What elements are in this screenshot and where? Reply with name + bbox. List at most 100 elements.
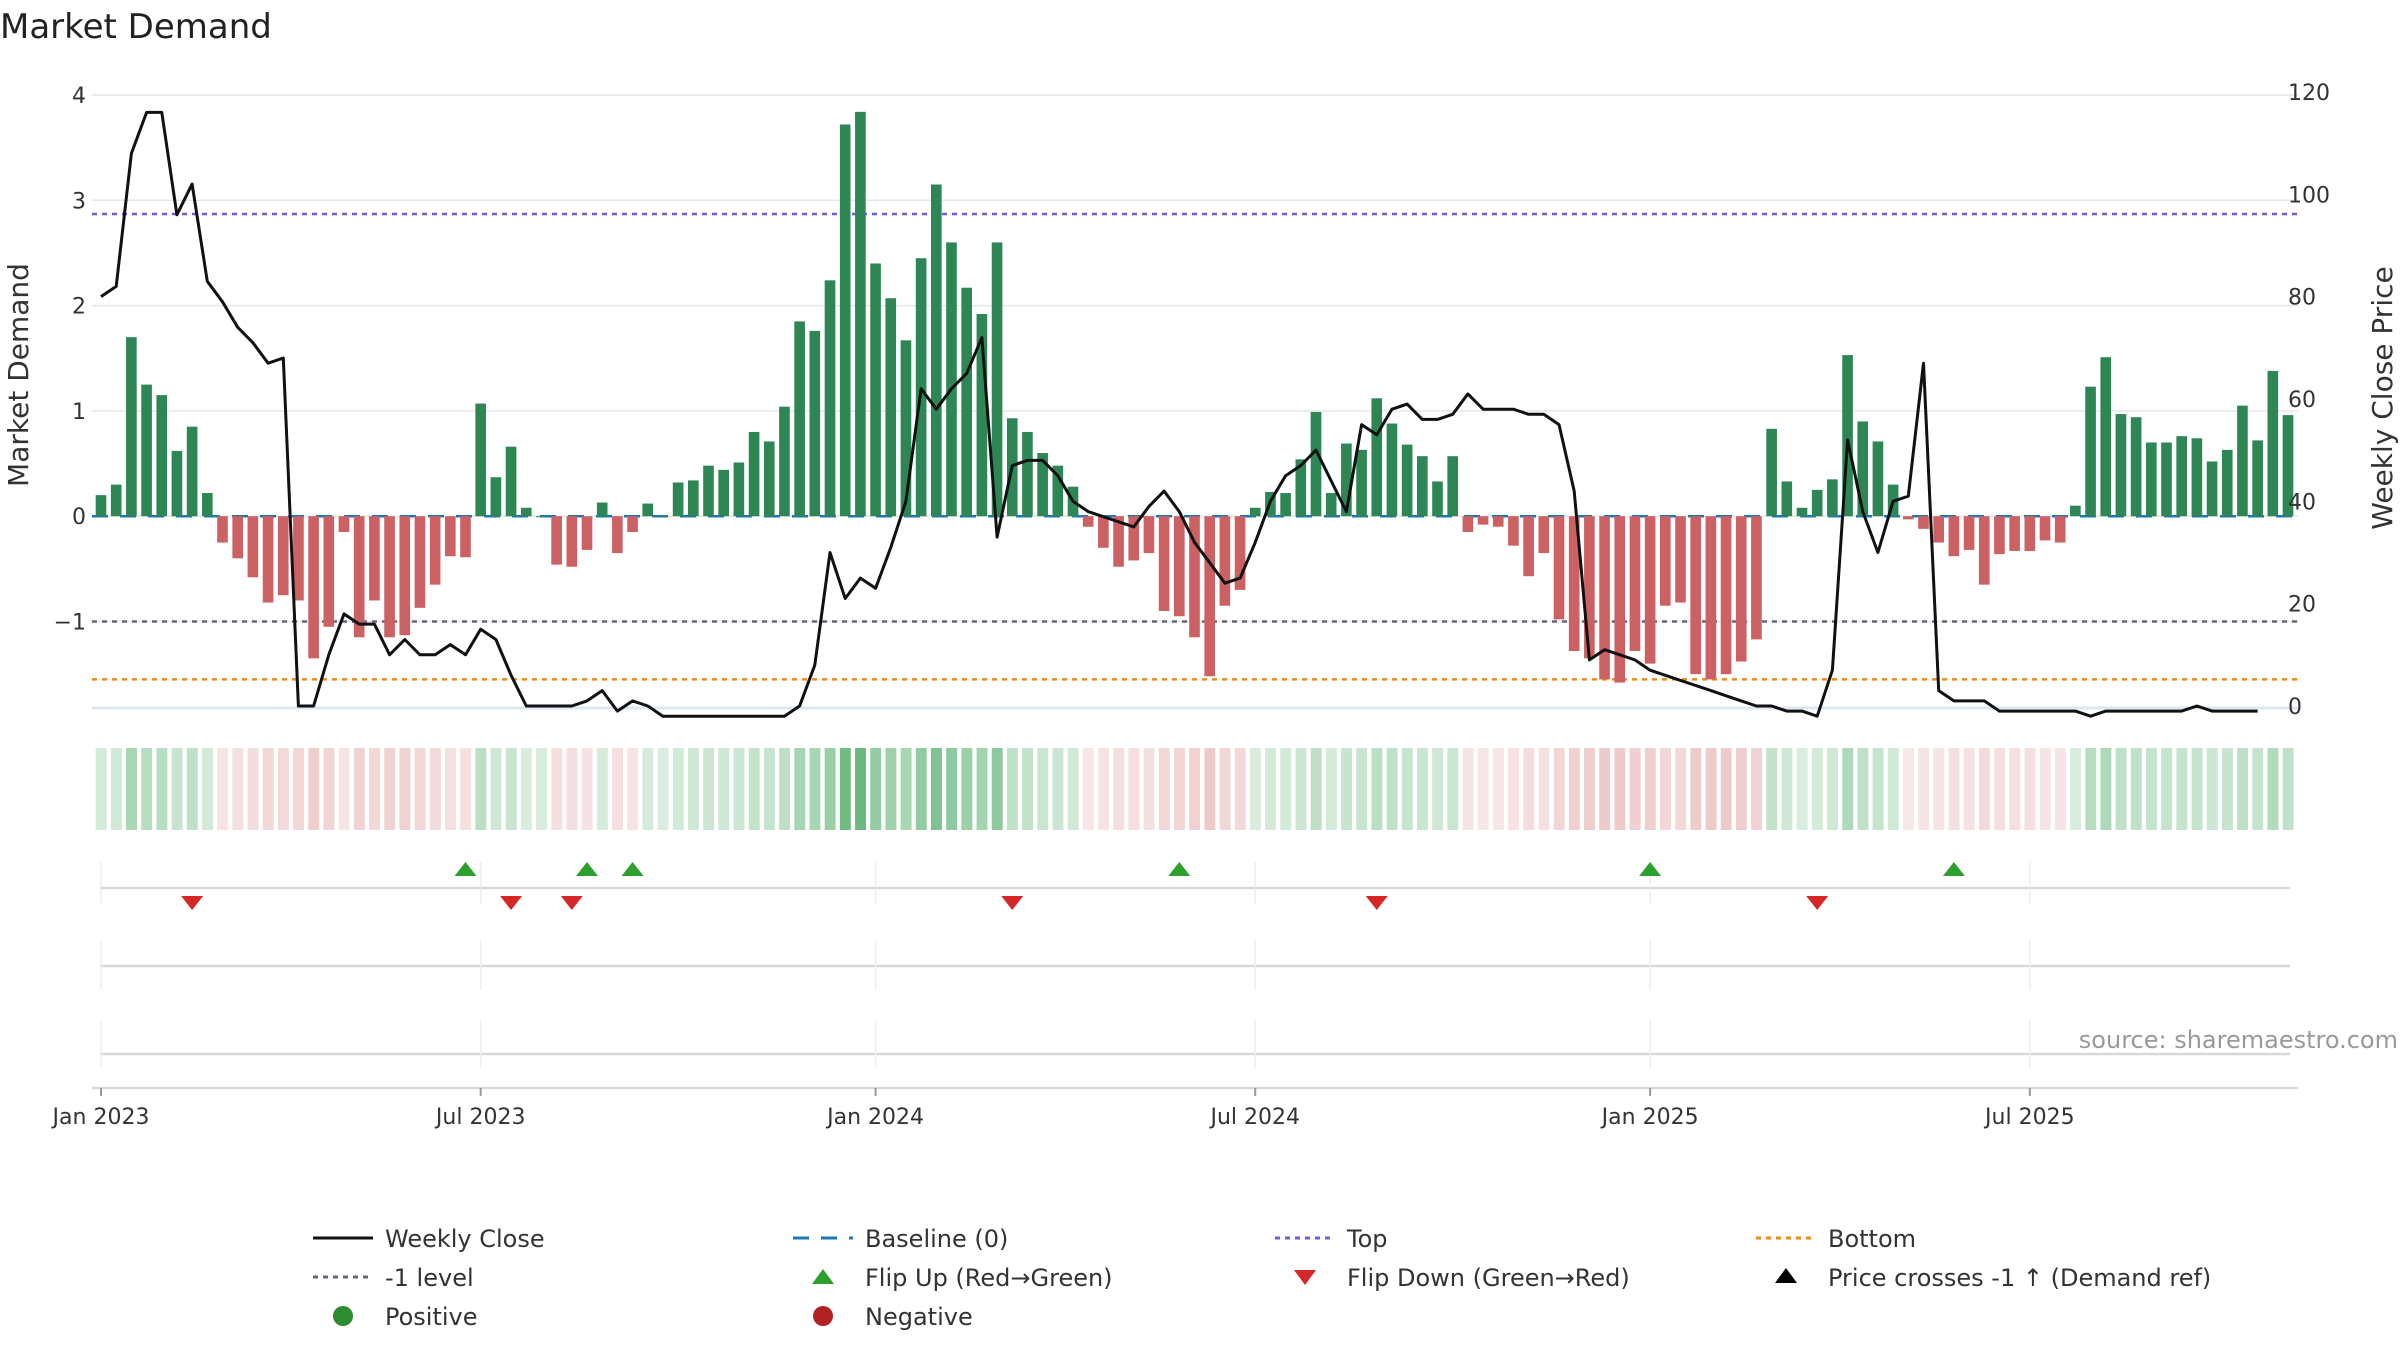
demand-bar xyxy=(1037,453,1048,517)
band-cell xyxy=(1811,748,1823,830)
flip-up-marker xyxy=(454,862,477,876)
band-cell xyxy=(2100,748,2112,830)
legend: Weekly Close Baseline (0) Top Bottom -1 leve… xyxy=(313,1225,2211,1331)
band-cell xyxy=(1933,748,1945,830)
band-cell xyxy=(1523,748,1535,830)
demand-bar xyxy=(1538,516,1550,554)
demand-bar xyxy=(2206,461,2218,517)
demand-bar xyxy=(1082,516,1094,527)
band-cell xyxy=(384,748,396,830)
demand-bar xyxy=(414,516,426,608)
flip-up-marker xyxy=(1639,862,1662,876)
band-cell xyxy=(1173,748,1185,830)
band-cell xyxy=(308,748,320,830)
demand-bar xyxy=(991,242,1003,517)
y-axis-right-label: Weekly Close Price xyxy=(2366,266,2399,529)
band-cell xyxy=(855,748,866,830)
band-cell xyxy=(1629,748,1641,830)
demand-bar xyxy=(566,516,578,567)
band-cell xyxy=(277,748,289,830)
flip-markers-panel xyxy=(92,862,2298,1090)
demand-bar xyxy=(1599,516,1610,680)
demand-bar xyxy=(1659,516,1671,606)
demand-bar xyxy=(1113,516,1124,567)
demand-bar xyxy=(201,493,213,517)
demand-bar xyxy=(1356,449,1367,517)
demand-bar xyxy=(687,480,699,517)
demand-bar xyxy=(1644,516,1656,664)
band-cell xyxy=(2221,748,2233,830)
band-cell xyxy=(1690,748,1702,830)
band-cell xyxy=(2039,748,2051,830)
demand-bar xyxy=(323,516,335,627)
demand-bar xyxy=(490,477,502,517)
band-cell xyxy=(399,748,411,830)
band-cell xyxy=(2009,748,2021,830)
legend-dot-icon xyxy=(813,1306,833,1326)
band-cell xyxy=(581,748,593,830)
band-cell xyxy=(232,748,244,830)
demand-bar xyxy=(1675,516,1686,603)
band-cell xyxy=(566,748,578,830)
band-cell xyxy=(718,748,730,830)
demand-bar xyxy=(1629,516,1641,651)
y-right-tick: 80 xyxy=(2288,286,2316,311)
demand-bar xyxy=(1918,516,1929,529)
legend-label: Bottom xyxy=(1828,1225,1916,1253)
band-cell xyxy=(2024,748,2036,830)
demand-bar xyxy=(1477,516,1489,525)
band-cell xyxy=(1872,748,1884,830)
band-cell xyxy=(1204,748,1216,830)
band-cell xyxy=(1234,748,1246,830)
band-cell xyxy=(551,748,563,830)
demand-bar xyxy=(1462,516,1474,532)
demand-bar xyxy=(900,340,912,517)
band-cell xyxy=(1492,748,1504,830)
demand-bar xyxy=(277,516,289,596)
band-cell xyxy=(1963,748,1975,830)
flip-down-marker xyxy=(1806,896,1829,910)
y-right-tick: 100 xyxy=(2288,183,2330,208)
band-cell xyxy=(460,748,472,830)
demand-bar xyxy=(1280,493,1291,517)
demand-bar xyxy=(2191,438,2203,517)
flip-down-marker xyxy=(181,896,204,910)
demand-bar xyxy=(703,465,714,517)
band-cell xyxy=(338,748,350,830)
demand-bar xyxy=(1568,516,1580,651)
band-cell xyxy=(612,748,623,830)
band-cell xyxy=(293,748,305,830)
band-cell xyxy=(763,748,775,830)
demand-bar xyxy=(1204,516,1216,677)
demand-bar xyxy=(1766,428,1777,517)
band-cell xyxy=(1796,748,1808,830)
band-cell xyxy=(2191,748,2203,830)
band-cell xyxy=(1720,748,1732,830)
band-cell xyxy=(1508,748,1520,830)
demand-bar xyxy=(1827,479,1838,517)
band-cell xyxy=(1371,748,1383,830)
weekly-close-line xyxy=(100,110,2258,718)
demand-bar xyxy=(642,503,654,517)
band-cell xyxy=(1568,748,1580,830)
band-cell xyxy=(1219,748,1231,830)
band-cell xyxy=(1766,748,1778,830)
demand-bar xyxy=(1158,516,1170,611)
band-cell xyxy=(1006,748,1018,830)
demand-bar xyxy=(1189,516,1200,638)
band-cell xyxy=(1781,748,1793,830)
demand-bar xyxy=(1994,516,2005,555)
demand-bar xyxy=(156,395,168,517)
demand-bar xyxy=(1751,516,1762,640)
band-cell xyxy=(247,748,259,830)
legend-price-cross-icon xyxy=(1775,1268,1797,1283)
band-cell xyxy=(95,748,107,830)
band-cell xyxy=(1584,748,1595,830)
demand-bar xyxy=(262,516,274,603)
demand-bar xyxy=(779,406,790,517)
demand-bar xyxy=(1219,516,1231,606)
band-cell xyxy=(520,748,532,830)
demand-bar xyxy=(1052,465,1064,517)
demand-bar xyxy=(110,484,122,517)
demand-bar xyxy=(748,431,760,517)
